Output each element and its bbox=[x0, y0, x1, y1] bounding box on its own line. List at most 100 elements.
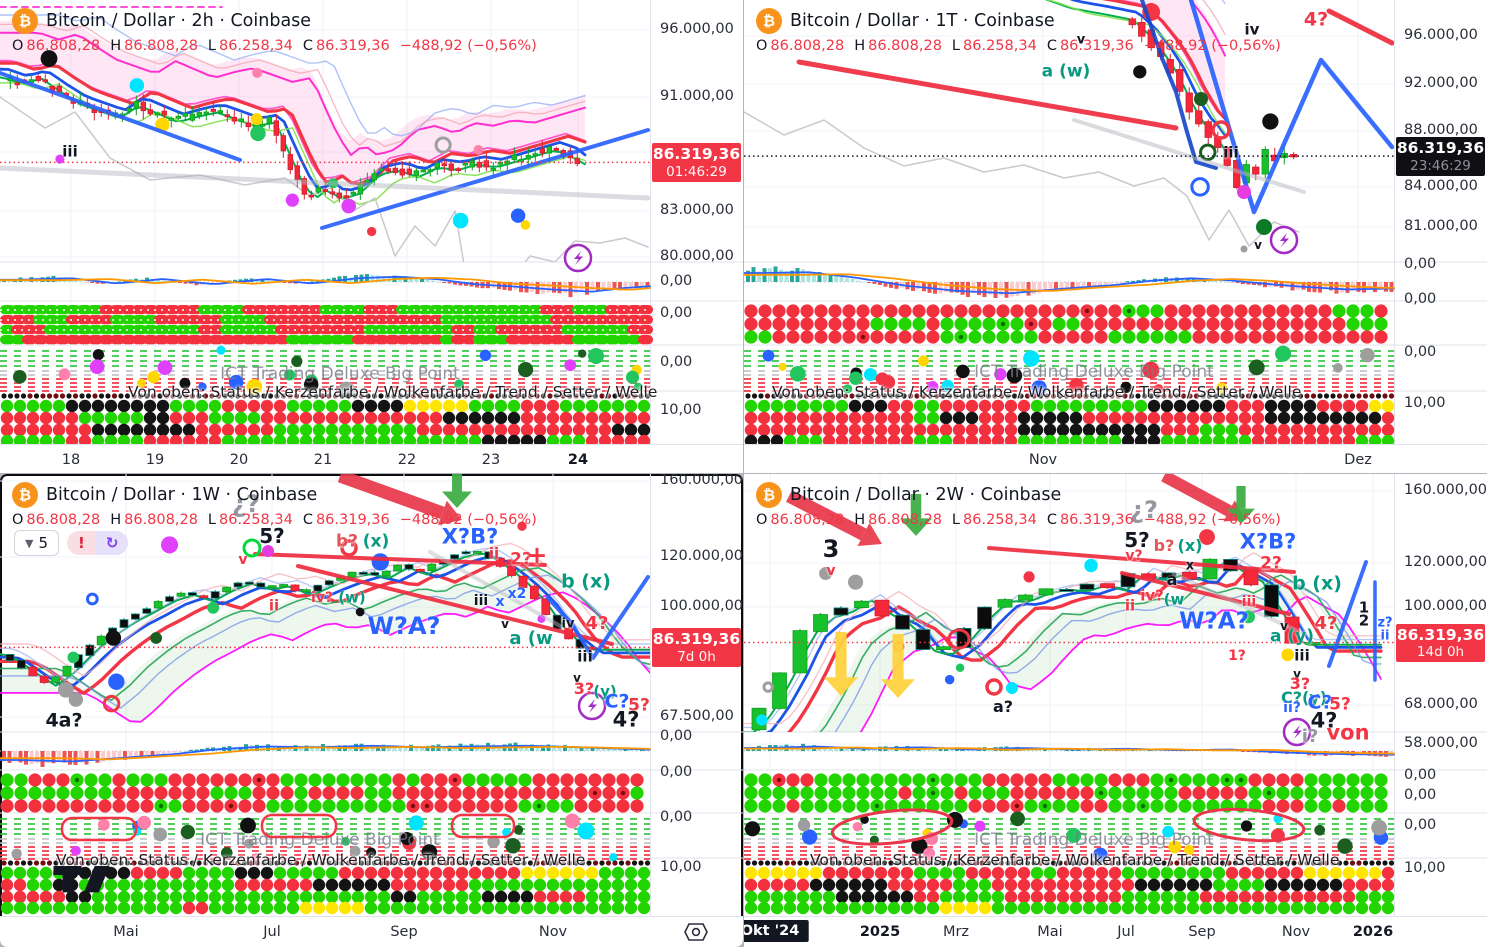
time-axis[interactable]: 18 19 20 21 22 23 24 bbox=[0, 444, 743, 473]
tradingview-logo[interactable] bbox=[52, 866, 144, 894]
wave-annotation[interactable]: iii bbox=[473, 593, 489, 609]
wave-annotation[interactable]: 4? bbox=[1314, 613, 1338, 634]
last-price-badge[interactable]: 86.319,36 14d 0h bbox=[1396, 623, 1485, 663]
wave-annotation[interactable]: v bbox=[573, 671, 581, 685]
wave-annotation[interactable]: ¿? bbox=[232, 490, 260, 518]
wave-annotation[interactable]: ii bbox=[488, 544, 500, 563]
chart-canvas-2w[interactable] bbox=[744, 474, 1487, 916]
wave-annotation[interactable]: b? bbox=[1153, 536, 1175, 555]
wave-annotation[interactable]: iv bbox=[1244, 20, 1260, 39]
price-axis[interactable]: 86.319,36 01:46:29 96.000,0091.000,0087.… bbox=[651, 0, 743, 444]
time-axis[interactable]: Okt '24 2025 Mrz Mai Jul Sep Nov 2026 bbox=[744, 916, 1487, 947]
wave-annotation[interactable]: z? bbox=[1377, 615, 1393, 631]
wave-annotation[interactable]: 2? bbox=[510, 549, 532, 570]
chart-panel-2h[interactable]: ₿ Bitcoin / Dollar · 2h · Coinbase O 86.8… bbox=[0, 0, 743, 473]
wave-annotation[interactable]: W?A? bbox=[1179, 608, 1249, 635]
wave-annotation[interactable]: iv bbox=[561, 616, 575, 632]
chart-canvas-1d[interactable] bbox=[744, 0, 1487, 444]
wave-annotation[interactable]: 1 bbox=[1358, 598, 1370, 617]
wave-annotation[interactable]: ii bbox=[1124, 596, 1136, 615]
last-price-badge[interactable]: 86.319,36 01:46:29 bbox=[652, 143, 741, 183]
refresh-button[interactable]: ↻ bbox=[95, 531, 129, 555]
wave-annotation[interactable]: ii bbox=[1380, 628, 1390, 644]
wave-annotation[interactable]: 3? bbox=[1289, 674, 1311, 693]
wave-annotation[interactable]: iii bbox=[62, 142, 78, 161]
wave-annotation[interactable]: ¿? bbox=[1130, 496, 1158, 524]
wave-annotation[interactable]: v bbox=[238, 552, 248, 568]
wave-annotation[interactable]: (x) bbox=[1177, 536, 1203, 555]
wave-annotation[interactable]: iii bbox=[577, 647, 593, 666]
chart-panel-1d[interactable]: ₿ Bitcoin / Dollar · 1T · Coinbase O 86.8… bbox=[744, 0, 1487, 473]
wave-annotation[interactable]: 1? bbox=[1228, 648, 1246, 664]
wave-annotation[interactable]: x2 bbox=[507, 586, 527, 602]
wave-annotation[interactable]: a? bbox=[992, 697, 1014, 716]
wave-annotation[interactable]: (w) bbox=[338, 588, 366, 607]
wave-annotation[interactable]: 5? bbox=[1329, 694, 1351, 715]
wave-annotation[interactable]: 4? bbox=[612, 707, 640, 732]
wave-annotation[interactable]: v bbox=[1280, 619, 1288, 633]
wave-annotation[interactable]: ii bbox=[268, 596, 280, 615]
price-axis[interactable]: 86.319,36 7d 0h 160.000,00 120.000,00 100.… bbox=[651, 474, 743, 918]
wave-annotation[interactable]: ii? bbox=[1283, 700, 1301, 716]
wave-annotation[interactable]: v bbox=[501, 617, 509, 631]
wave-annotation[interactable]: W?A? bbox=[367, 612, 441, 640]
chart-title[interactable]: Bitcoin / Dollar · 2W · Coinbase bbox=[790, 485, 1062, 505]
wave-annotation[interactable]: a bbox=[1166, 570, 1178, 589]
wave-annotation[interactable]: 4? bbox=[585, 613, 609, 634]
wave-annotation[interactable]: b? bbox=[335, 531, 359, 552]
wave-annotation[interactable]: von bbox=[1326, 720, 1370, 745]
chart-canvas-2h[interactable] bbox=[0, 0, 743, 444]
wave-annotation[interactable]: 3 bbox=[822, 535, 840, 563]
wave-annotation[interactable]: 2? bbox=[1260, 553, 1282, 574]
wave-annotation[interactable]: v bbox=[1254, 238, 1262, 252]
wave-annotation[interactable]: C?(y) bbox=[1280, 688, 1328, 707]
eye-visibility-icon[interactable] bbox=[684, 922, 708, 942]
wave-annotation[interactable]: + bbox=[526, 540, 548, 570]
chart-title[interactable]: Bitcoin / Dollar · 1T · Coinbase bbox=[790, 11, 1055, 31]
wave-annotation[interactable]: iv? bbox=[1140, 586, 1164, 605]
chart-title[interactable]: Bitcoin / Dollar · 1W · Coinbase bbox=[46, 485, 318, 505]
price-axis[interactable]: 86.319,36 14d 0h 160.000,00 120.000,00 100… bbox=[1395, 474, 1487, 918]
wave-annotation[interactable]: v bbox=[1076, 32, 1086, 48]
wave-annotation[interactable]: (x) bbox=[362, 531, 390, 552]
time-axis[interactable]: Mai Jul Sep Nov bbox=[0, 916, 743, 947]
price-axis[interactable]: 86.319,36 23:46:29 96.000,00 92.000,00 88.… bbox=[1395, 0, 1487, 444]
chart-canvas-1w[interactable] bbox=[0, 474, 743, 916]
chart-panel-2w[interactable]: ₿ Bitcoin / Dollar · 2W · Coinbase O 86.8… bbox=[744, 474, 1487, 947]
wave-annotation[interactable]: 5? bbox=[1124, 528, 1150, 552]
wave-annotation[interactable]: iii bbox=[1294, 646, 1310, 665]
wave-annotation[interactable]: C? bbox=[604, 690, 630, 713]
wave-annotation[interactable]: 4? bbox=[1310, 708, 1338, 733]
wave-annotation[interactable]: 5? bbox=[259, 524, 285, 548]
chart-title[interactable]: Bitcoin / Dollar · 2h · Coinbase bbox=[46, 11, 312, 31]
wave-annotation[interactable]: x bbox=[495, 594, 505, 610]
wave-annotation[interactable]: a (y) bbox=[1269, 626, 1315, 647]
wave-annotation[interactable]: 5? bbox=[628, 695, 650, 716]
wave-annotation[interactable]: iii bbox=[1241, 594, 1257, 610]
alert-button[interactable]: ! bbox=[67, 531, 96, 555]
candles-count-dropdown[interactable]: ▼ 5 bbox=[14, 530, 60, 556]
wave-annotation[interactable]: b (x) bbox=[561, 570, 611, 593]
chart-panel-1w[interactable]: ₿ Bitcoin / Dollar · 1W · Coinbase O 86.8… bbox=[0, 474, 743, 947]
wave-annotation[interactable]: iv? bbox=[310, 590, 334, 606]
wave-annotation[interactable]: a (w bbox=[509, 628, 553, 649]
wave-annotation[interactable]: 4? bbox=[1303, 8, 1329, 31]
wave-annotation[interactable]: X?B? bbox=[1239, 529, 1297, 554]
wave-annotation[interactable]: (w bbox=[1163, 590, 1185, 609]
wave-annotation[interactable]: 2 bbox=[1358, 611, 1370, 630]
wave-annotation[interactable]: x bbox=[1185, 558, 1195, 574]
wave-annotation[interactable]: X?B? bbox=[441, 524, 499, 549]
last-price-badge[interactable]: 86.319,36 23:46:29 bbox=[1396, 137, 1485, 176]
wave-annotation[interactable]: b (x) bbox=[1292, 572, 1342, 595]
last-price-badge[interactable]: 86.319,36 7d 0h bbox=[652, 628, 741, 668]
wave-annotation[interactable]: v? bbox=[1125, 548, 1143, 564]
wave-annotation[interactable]: 4a? bbox=[45, 709, 83, 732]
wave-annotation[interactable]: iii bbox=[1223, 143, 1239, 162]
time-axis[interactable]: Nov Dez bbox=[744, 444, 1487, 473]
wave-annotation[interactable]: C? bbox=[1307, 691, 1333, 714]
wave-annotation[interactable]: v bbox=[826, 563, 836, 579]
wave-annotation[interactable]: 3? bbox=[573, 679, 595, 698]
wave-annotation[interactable]: v bbox=[1293, 667, 1301, 681]
wave-annotation[interactable]: i? bbox=[1301, 726, 1319, 747]
wave-annotation[interactable]: a (w) bbox=[1041, 61, 1091, 82]
